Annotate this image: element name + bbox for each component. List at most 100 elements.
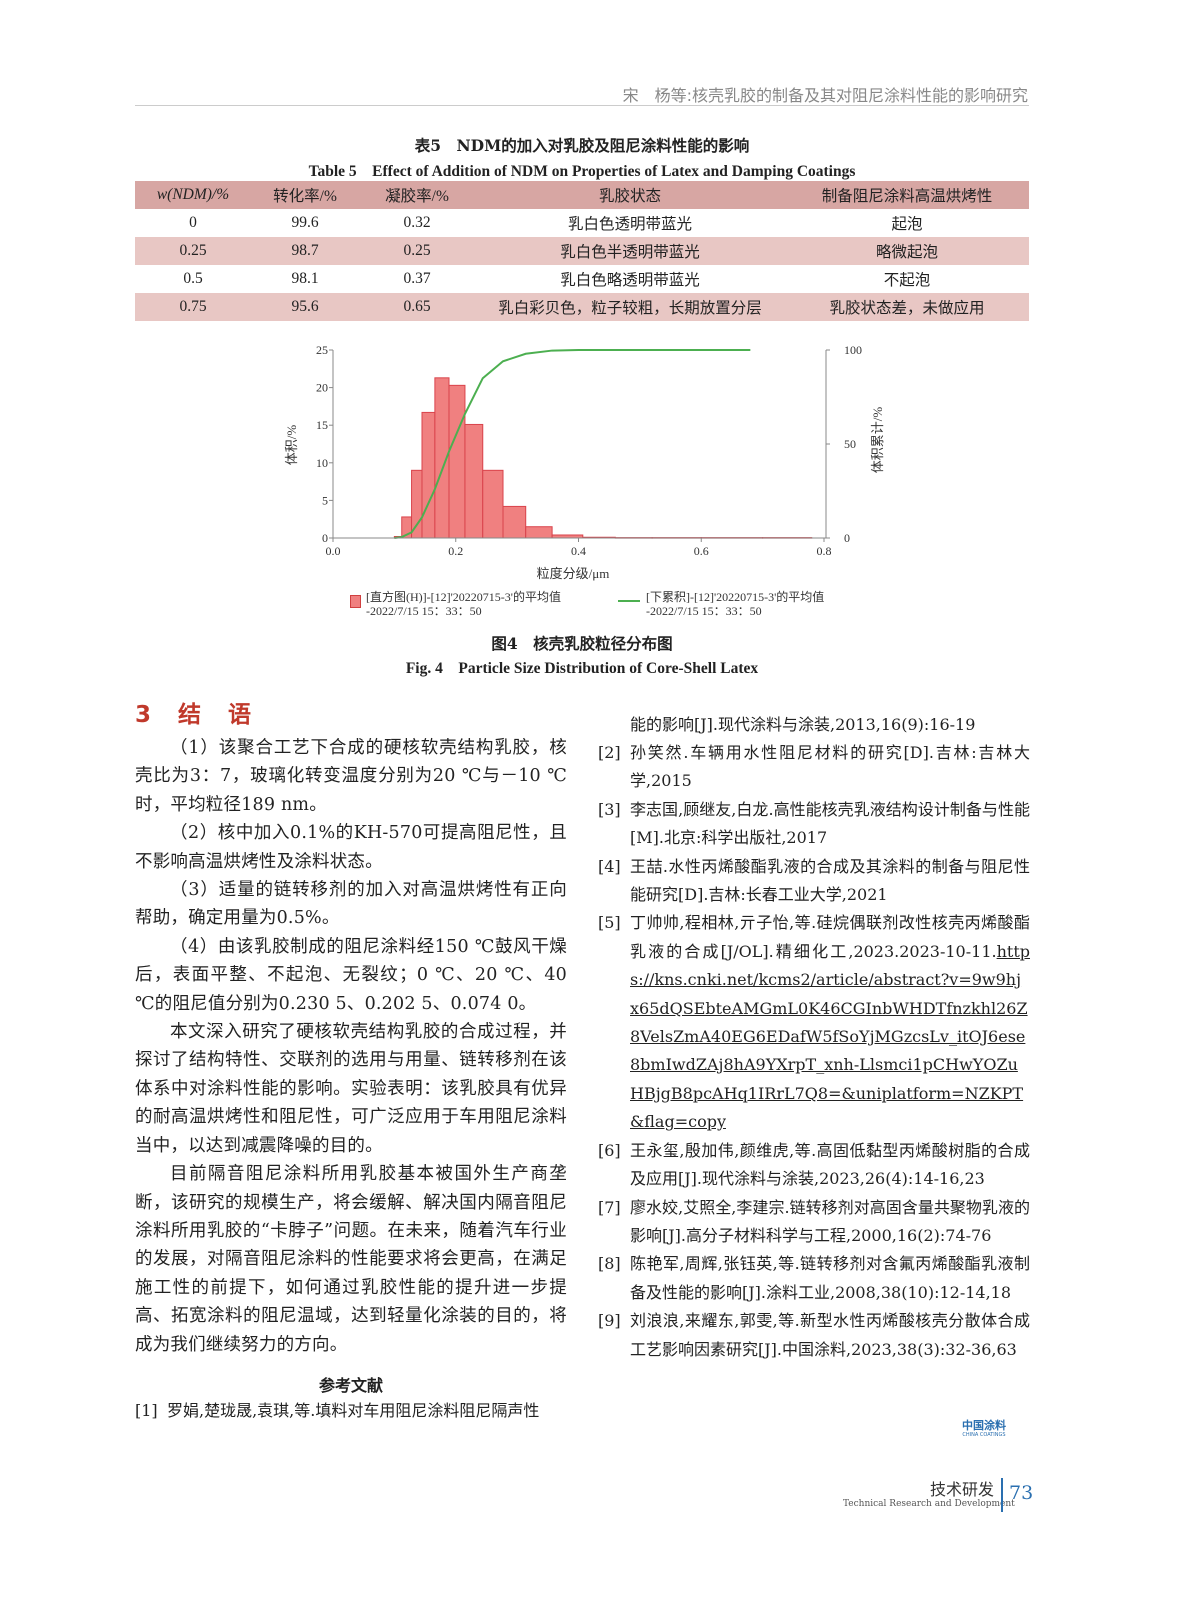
- legend-label: -2022/7/15 15：33：50: [366, 604, 482, 618]
- cell: 起泡: [891, 216, 923, 233]
- reference-item: [9] 刘浪浪,来耀东,郭雯,等.新型水性丙烯酸核壳分散体合成工艺影响因素研究[J…: [598, 1307, 1030, 1364]
- y2-tick-label: 50: [844, 437, 856, 451]
- x-tick-label: 0.2: [448, 544, 463, 558]
- header-cell: w(NDM)/%: [156, 186, 230, 203]
- line-swatch-icon: [618, 600, 640, 602]
- table-row: 0.25 98.7 0.25 乳白色半透明带蓝光 略微起泡: [135, 237, 1029, 265]
- paragraph: 目前隔音阻尼涂料所用乳胶基本被国外生产商垄断，该研究的规模生产，将会缓解、解决国…: [135, 1164, 567, 1355]
- legend-label: [直方图(H)]-[12]'20220715-3'的平均值: [366, 590, 561, 604]
- cell: 0.25: [179, 242, 207, 259]
- logo-text-en: CHINA COATINGS: [962, 1432, 1006, 1438]
- paragraph: 本文深入研究了硬核软壳结构乳胶的合成过程，并探讨了结构特性、交联剂的选用与用量、…: [135, 1022, 567, 1156]
- reference-item: [5] 丁帅帅,程相林,亓子怡,等.硅烷偶联剂改性核壳丙烯酸酯乳液的合成[J/OL…: [598, 909, 1030, 1136]
- y-tick-label: 0: [322, 531, 328, 545]
- reference-item: [1] 罗娟,楚珑晟,袁琪,等.填料对车用阻尼涂料阻尼隔声性: [135, 1397, 567, 1425]
- ref-number: [9]: [598, 1311, 621, 1331]
- ref-text: 王喆.水性丙烯酸酯乳液的合成及其涂料的制备与阻尼性能研究[D].吉林:长春工业大…: [630, 856, 1030, 905]
- legend-item-cumulative: [下累积]-[12]'20220715-3'的平均值 -2022/7/15 15…: [618, 590, 824, 618]
- x-tick-label: 0.0: [326, 544, 341, 558]
- header-cell: 制备阻尼涂料高温烘烤性: [821, 188, 993, 205]
- reference-item-continued: 能的影响[J].现代涂料与涂装,2013,16(9):16-19: [598, 711, 1030, 739]
- ref-text: 刘浪浪,来耀东,郭雯,等.新型水性丙烯酸核壳分散体合成工艺影响因素研究[J].中…: [630, 1311, 1030, 1359]
- paragraph: （2）核中加入0.1%的KH-570可提高阻尼性，且不影响高温烘烤性及涂料状态。: [135, 823, 567, 872]
- cell: 乳白色略透明带蓝光: [560, 272, 700, 289]
- cell: 乳胶状态差，未做应用: [829, 300, 985, 317]
- data-table: w(NDM)/% 转化率/% 凝胶率/% 乳胶状态 制备阻尼涂料高温烘烤性 0 9…: [135, 181, 1029, 321]
- x-tick-label: 0.8: [817, 544, 832, 558]
- legend-item-histogram: [直方图(H)]-[12]'20220715-3'的平均值 -2022/7/15…: [350, 590, 561, 618]
- footer-divider: [1001, 1478, 1003, 1512]
- cell: 乳白色半透明带蓝光: [560, 244, 700, 261]
- table-title-en: Table 5 Effect of Addition of NDM on Pro…: [308, 163, 856, 180]
- ref-number: [5]: [598, 913, 621, 933]
- table-title-cn: 表5 NDM的加入对乳胶及阻尼涂料性能的影响: [414, 136, 750, 155]
- references-title: 参考文献: [318, 1375, 383, 1395]
- cell: 不起泡: [883, 272, 931, 289]
- y2-tick-label: 0: [844, 531, 850, 545]
- page-number: 73: [1009, 1482, 1034, 1504]
- table-row: 0 99.6 0.32 乳白色透明带蓝光 起泡: [135, 209, 1029, 237]
- cell: 0: [189, 214, 197, 231]
- cell: 0.37: [403, 270, 431, 287]
- cell: 98.1: [291, 270, 319, 287]
- histogram-bar: [482, 469, 504, 539]
- table-header-row: w(NDM)/% 转化率/% 凝胶率/% 乳胶状态 制备阻尼涂料高温烘烤性: [135, 181, 1029, 209]
- y2-axis-label: 体积累计/%: [870, 407, 885, 474]
- histogram-bar: [464, 423, 484, 539]
- reference-link[interactable]: https://kns.cnki.net/kcms2/article/abstr…: [630, 941, 1030, 1132]
- y2-tick-label: 100: [844, 343, 862, 357]
- ref-text: 丁帅帅,程相林,亓子怡,等.硅烷偶联剂改性核壳丙烯酸酯乳液的合成[J/OL].精…: [630, 913, 1030, 961]
- header-cell: 凝胶率/%: [385, 188, 449, 205]
- cell: 0.65: [403, 298, 431, 315]
- left-column: 3 结 语 （1）该聚合工艺下合成的硬核软壳结构乳胶，核壳比为3：7，玻璃化转变…: [135, 700, 567, 1425]
- paragraph: （1）该聚合工艺下合成的硬核软壳结构乳胶，核壳比为3：7，玻璃化转变温度分别为2…: [135, 738, 567, 815]
- figure-caption-en: Fig. 4 Particle Size Distribution of Cor…: [405, 660, 759, 677]
- reference-item: [3] 李志国,顾继友,白龙.高性能核壳乳液结构设计制备与性能[M].北京:科学出…: [598, 796, 1030, 853]
- logo-text: 中国涂料: [962, 1419, 1006, 1432]
- ref-text: 廖水姣,艾照全,李建宗.链转移剂对高固含量共聚物乳液的影响[J].高分子材料科学…: [630, 1197, 1030, 1245]
- ref-text: 罗娟,楚珑晟,袁琪,等.填料对车用阻尼涂料阻尼隔声性: [167, 1400, 540, 1420]
- cell: 乳白彩贝色，粒子较粗，长期放置分层: [498, 300, 762, 317]
- ref-text: 能的影响[J].现代涂料与涂装,2013,16(9):16-19: [630, 715, 976, 734]
- cell: 0.5: [183, 270, 203, 287]
- cell: 0.32: [403, 214, 431, 231]
- ref-number: [2]: [598, 743, 621, 762]
- histogram-bar: [421, 411, 436, 539]
- ref-number: [6]: [598, 1140, 621, 1160]
- reference-item: [8] 陈艳军,周辉,张钰英,等.链转移剂对含氟丙烯酸酯乳液制备及性能的影响[J]…: [598, 1250, 1030, 1307]
- header-cell: 转化率/%: [273, 188, 337, 205]
- figure-caption-cn: 图4 核壳乳胶粒径分布图: [491, 634, 673, 653]
- y-axis-label: 体积/%: [284, 425, 299, 466]
- ref-text: 王永玺,殷加伟,颜维虎,等.高固低黏型丙烯酸树脂的合成及应用[J].现代涂料与涂…: [630, 1140, 1030, 1189]
- y-tick-label: 25: [316, 343, 328, 357]
- ref-text: 李志国,顾继友,白龙.高性能核壳乳液结构设计制备与性能[M].北京:科学出版社,…: [630, 799, 1030, 848]
- cumulative-line: [394, 349, 751, 539]
- cell: 略微起泡: [875, 244, 938, 261]
- cell: 0.75: [179, 298, 207, 315]
- histogram-bar: [411, 469, 423, 539]
- reference-item: [6] 王永玺,殷加伟,颜维虎,等.高固低黏型丙烯酸树脂的合成及应用[J].现代涂…: [598, 1137, 1030, 1194]
- reference-item: [7] 廖水姣,艾照全,李建宗.链转移剂对高固含量共聚物乳液的影响[J].高分子材…: [598, 1194, 1030, 1251]
- ref-text: 孙笑然.车辆用水性阻尼材料的研究[D].吉林:吉林大学,2015: [630, 743, 1030, 791]
- footer-section-cn: 技术研发: [930, 1480, 995, 1499]
- section-title: 3 结 语: [135, 702, 254, 728]
- journal-logo: 中国涂料 CHINA COATINGS: [962, 1419, 1006, 1439]
- histogram-bar: [502, 505, 527, 539]
- cell: 95.6: [291, 298, 319, 315]
- footer-section-en: Technical Research and Development: [843, 1499, 1015, 1509]
- x-tick-label: 0.4: [571, 544, 586, 558]
- table-row: 0.5 98.1 0.37 乳白色略透明带蓝光 不起泡: [135, 265, 1029, 293]
- cell: 0.25: [403, 242, 431, 259]
- x-axis-label: 粒度分级/μm: [537, 566, 610, 581]
- cell: 98.7: [291, 242, 319, 259]
- paragraph: （4）由该乳胶制成的阻尼涂料经150 ℃鼓风干燥后，表面平整、不起泡、无裂纹；0…: [135, 936, 567, 1014]
- paragraph: （3）适量的链转移剂的加入对高温烘烤性有正向帮助，确定用量为0.5%。: [135, 880, 567, 929]
- running-head: 宋 杨等:核壳乳胶的制备及其对阻尼涂料性能的影响研究: [622, 86, 1028, 105]
- conclusion-body: （1）该聚合工艺下合成的硬核软壳结构乳胶，核壳比为3：7，玻璃化转变温度分别为2…: [135, 734, 567, 1359]
- reference-item: [4] 王喆.水性丙烯酸酯乳液的合成及其涂料的制备与阻尼性能研究[D].吉林:长春…: [598, 853, 1030, 910]
- ref-number: [8]: [598, 1254, 621, 1274]
- table-row: 0.75 95.6 0.65 乳白彩贝色，粒子较粗，长期放置分层 乳胶状态差，未做应用: [135, 293, 1029, 321]
- y-tick-label: 15: [316, 418, 328, 432]
- x-tick-label: 0.6: [694, 544, 709, 558]
- histogram-bar: [525, 526, 553, 539]
